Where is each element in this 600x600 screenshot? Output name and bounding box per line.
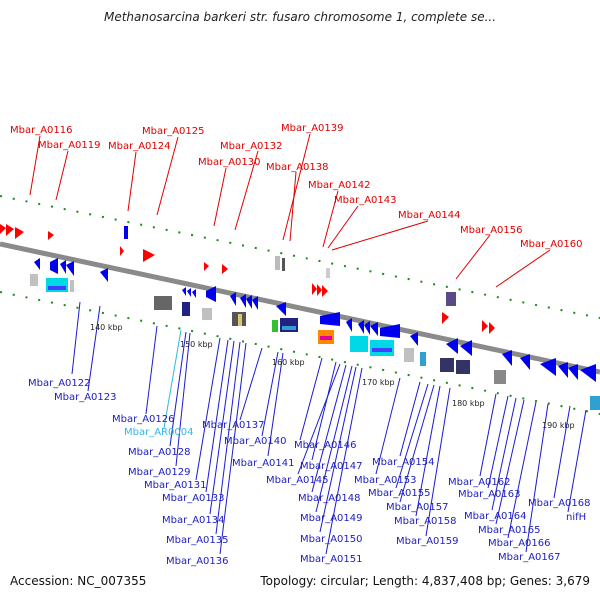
gene-label[interactable]: Mbar_A0125 [142,126,205,137]
red-gene-labels: Mbar_A0116 Mbar_A0119 Mbar_A0125 Mbar_A0… [10,123,583,250]
gene-label[interactable]: Mbar_A0162 [448,477,511,488]
scale-label-160: 160 kbp [272,358,305,367]
scale-label-170: 170 kbp [362,378,395,387]
gene-label[interactable]: Mbar_A0138 [266,162,329,173]
gene-label[interactable]: Mbar_A0135 [166,535,229,546]
scale-label-190: 190 kbp [542,421,575,430]
gene-label[interactable]: Mbar_A0136 [166,556,229,567]
gene-label[interactable]: Mbar_A0144 [398,210,461,221]
gene-label[interactable]: Mbar_A0156 [460,225,523,236]
gene-label[interactable]: Mbar_A0160 [520,239,583,250]
gene-label[interactable]: Mbar_A0143 [334,195,397,206]
gene-label[interactable]: Mbar_A0166 [488,538,551,549]
scale-label-140: 140 kbp [90,323,123,332]
red-callout-lines [29,133,551,288]
upper-dotted-track [0,195,600,319]
gene-label[interactable]: Mbar_A0130 [198,157,261,168]
gene-label[interactable]: Mbar_A0153 [354,475,417,486]
gene-label[interactable]: Mbar_A0168 [528,498,591,509]
gene-block [446,292,456,306]
gene-label[interactable]: Mbar_A0128 [128,447,191,458]
gene-label[interactable]: Mbar_A0151 [300,554,363,565]
gene-label[interactable]: Mbar_A0126 [112,414,175,425]
gene-block [275,256,280,270]
gene-label[interactable]: Mbar_A0147 [300,461,363,472]
gene-label[interactable]: Mbar_A0158 [394,516,457,527]
gene-label[interactable]: Mbar_A0131 [144,480,207,491]
gene-label[interactable]: Mbar_A0159 [396,536,459,547]
accession-text: Accession: NC_007355 [10,574,147,588]
gene-label[interactable]: Mbar_A0142 [308,180,371,191]
topology-text: Topology: circular; Length: 4,837,408 bp… [260,574,590,588]
gene-label[interactable]: Mbar_A0137 [202,420,265,431]
map-title: Methanosarcina barkeri str. fusaro chrom… [103,10,497,24]
gene-block [124,226,128,239]
gene-label[interactable]: Mbar_A0163 [458,489,521,500]
gene-label[interactable]: Mbar_A0150 [300,534,363,545]
gene-label[interactable]: Mbar_A0119 [38,140,101,151]
gene-label[interactable]: Mbar_A0155 [368,488,431,499]
gene-label[interactable]: Mbar_A0139 [281,123,344,134]
gene-label[interactable]: Mbar_A0124 [108,141,171,152]
gene-label[interactable]: Mbar_A0148 [298,493,361,504]
scale-label-150: 150 kbp [180,340,213,349]
gene-label[interactable]: Mbar_A0167 [498,552,561,563]
gene-label[interactable]: Mbar_A0146 [294,440,357,451]
blue-gene-labels: Mbar_A0122 Mbar_A0123 Mbar_A0126 Mbar_AR… [28,378,591,567]
gene-label[interactable]: Mbar_A0133 [162,493,225,504]
gene-label[interactable]: nifH [566,512,586,523]
gene-label[interactable]: Mbar_A0123 [54,392,117,403]
gene-label[interactable]: Mbar_AR0004 [124,427,193,438]
gene-label[interactable]: Mbar_A0164 [464,511,527,522]
gene-label[interactable]: Mbar_A0141 [232,458,295,469]
gene-label[interactable]: Mbar_A0129 [128,467,191,478]
forward-strand-genes [0,224,495,334]
gene-label[interactable]: Mbar_A0122 [28,378,91,389]
gene-label[interactable]: Mbar_A0145 [266,475,329,486]
gene-label[interactable]: Mbar_A0154 [372,457,435,468]
gene-block [326,268,330,278]
gene-label[interactable]: Mbar_A0157 [386,502,449,513]
gene-label[interactable]: Mbar_A0149 [300,513,363,524]
gene-label[interactable]: Mbar_A0140 [224,436,287,447]
gene-label[interactable]: Mbar_A0132 [220,141,283,152]
reverse-strand-genes [34,258,596,382]
gene-label[interactable]: Mbar_A0134 [162,515,225,526]
chromosome-backbone [0,241,600,375]
scale-label-180: 180 kbp [452,399,485,408]
blue-callout-lines [71,301,587,555]
gene-label[interactable]: Mbar_A0165 [478,525,541,536]
gene-label[interactable]: Mbar_A0116 [10,125,73,136]
colored-gene-blocks [30,274,600,410]
gene-block [282,258,285,271]
